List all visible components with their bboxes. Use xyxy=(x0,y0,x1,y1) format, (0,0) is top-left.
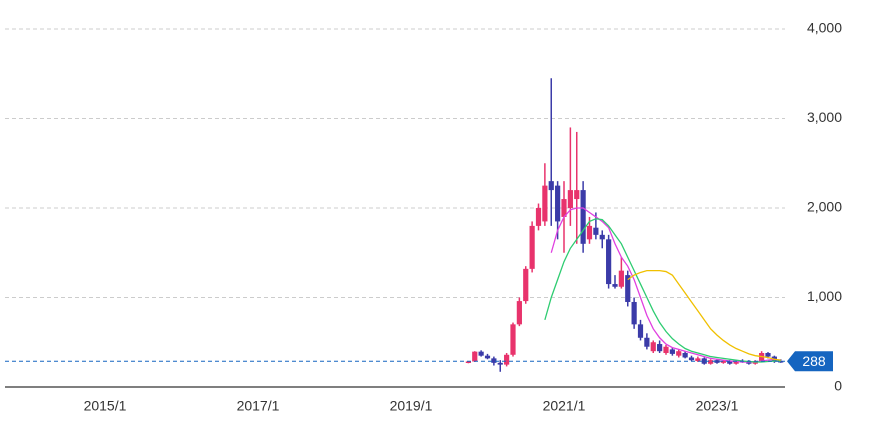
x-tick-label: 2019/1 xyxy=(390,398,433,414)
candle-body xyxy=(676,351,682,356)
x-tick-label: 2021/1 xyxy=(543,398,586,414)
candle-body xyxy=(580,190,586,244)
candle-body xyxy=(625,275,631,302)
y-tick-label: 1,000 xyxy=(807,288,842,304)
moving-average-line xyxy=(550,207,781,363)
candle-body xyxy=(478,351,484,356)
candle-body xyxy=(669,349,675,354)
x-tick-label: 2023/1 xyxy=(696,398,739,414)
moving-average-line xyxy=(627,270,781,361)
y-tick-label: 3,000 xyxy=(807,109,842,125)
last-price-label: 288 xyxy=(802,353,826,369)
candle-body xyxy=(491,358,497,363)
candle-body xyxy=(523,268,529,302)
candle-body xyxy=(612,284,618,287)
candle-body xyxy=(714,360,720,363)
candle-body xyxy=(708,360,714,364)
candle-body xyxy=(567,190,573,208)
candle-body xyxy=(510,324,516,355)
candle-body xyxy=(516,301,522,325)
candle-body xyxy=(733,361,739,364)
candle-body xyxy=(727,361,733,364)
candle-body xyxy=(720,361,726,363)
candle-body xyxy=(586,225,593,240)
candle-body xyxy=(599,234,605,240)
x-tick-label: 2015/1 xyxy=(84,398,127,414)
candle-body xyxy=(637,324,644,338)
candle-body xyxy=(688,357,695,361)
candle-body xyxy=(548,181,554,191)
candle-body xyxy=(529,225,535,269)
candle-body xyxy=(644,337,650,347)
y-tick-label: 0 xyxy=(834,378,842,394)
candle-body xyxy=(682,352,688,358)
candle-body xyxy=(618,270,624,287)
y-tick-label: 4,000 xyxy=(807,20,842,36)
candle-body xyxy=(561,199,567,217)
x-tick-label: 2017/1 xyxy=(237,398,280,414)
candle-body xyxy=(574,190,580,200)
candle-body xyxy=(650,342,656,352)
candle-body xyxy=(657,344,663,352)
candle-body xyxy=(472,351,478,362)
candle-body xyxy=(542,185,548,222)
candle-body xyxy=(701,358,707,364)
candle-body xyxy=(606,239,612,285)
candle-body xyxy=(765,352,771,357)
candle-body xyxy=(535,208,542,226)
candle-body xyxy=(778,361,784,363)
candle-body xyxy=(631,301,637,325)
candle-body xyxy=(484,355,491,359)
candle-body xyxy=(663,346,669,353)
candle-body xyxy=(504,354,510,365)
candle-body xyxy=(465,361,471,363)
candle-body xyxy=(593,227,599,235)
candle-body xyxy=(695,358,701,362)
last-price-tag xyxy=(787,351,833,372)
y-tick-label: 2,000 xyxy=(807,199,842,215)
candle-body xyxy=(746,361,752,364)
candle-body xyxy=(555,185,561,222)
candle-body xyxy=(497,362,503,365)
